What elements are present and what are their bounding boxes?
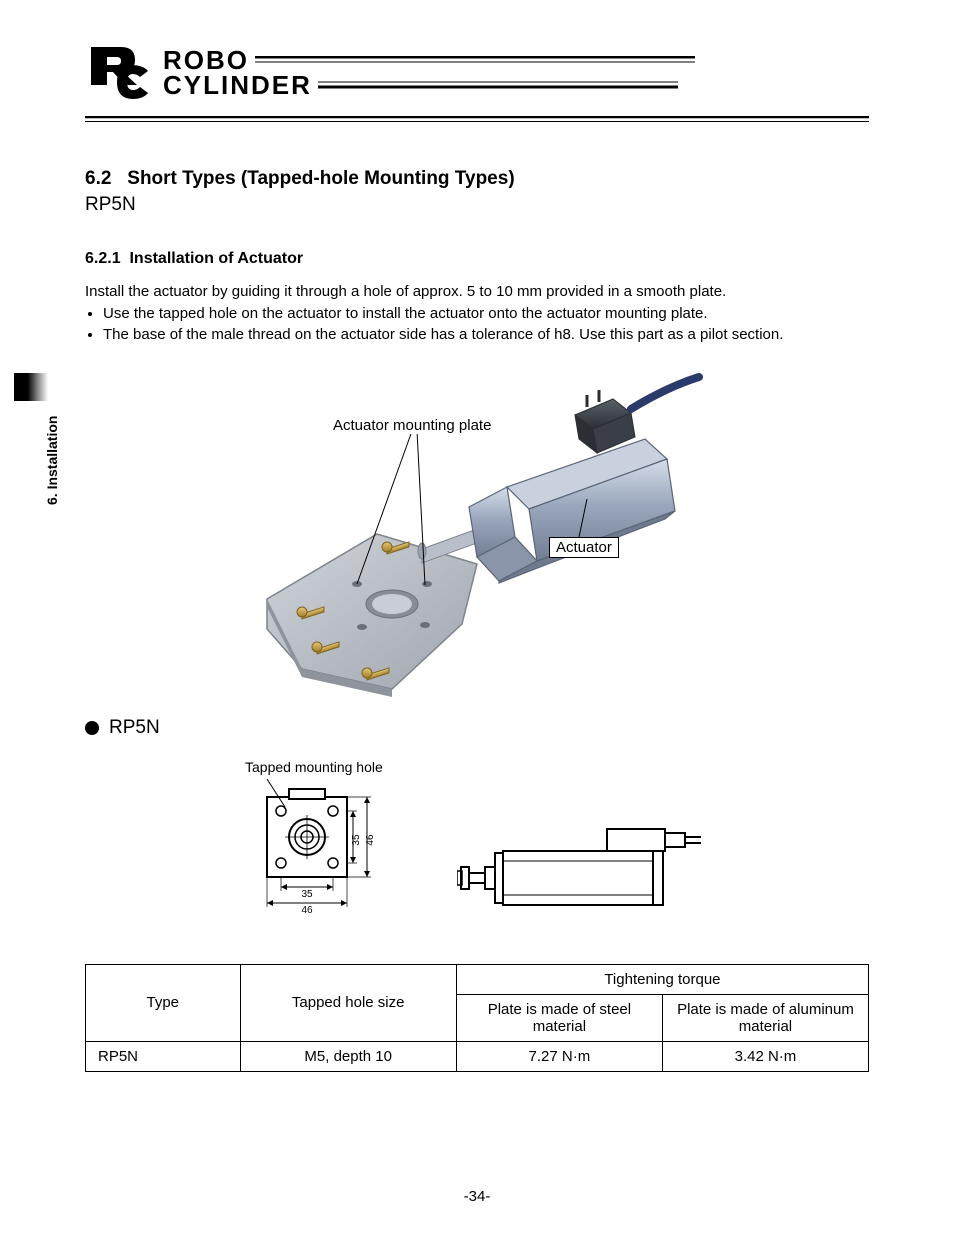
model-bullet-heading: RP5N <box>85 717 869 739</box>
col-torque-alu-header: Plate is made of aluminum material <box>662 994 868 1041</box>
svg-text:46: 46 <box>365 834 376 846</box>
cell-type: RP5N <box>86 1041 241 1071</box>
instruction-item: The base of the male thread on the actua… <box>103 325 869 345</box>
side-tab-label: 6. Installation <box>44 416 60 505</box>
front-view-drawing: Tapped mounting hole <box>237 759 397 934</box>
header-double-rule-top-icon <box>255 51 695 69</box>
table-header-row: Type Tapped hole size Tightening torque <box>86 964 869 994</box>
side-view-icon <box>457 819 717 929</box>
intro-paragraph: Install the actuator by guiding it throu… <box>85 282 869 302</box>
brand-word-1: ROBO <box>163 48 249 73</box>
cell-torque-alu: 3.42 N·m <box>662 1041 868 1071</box>
brand-header: ROBO CYLINDER <box>85 45 869 100</box>
isometric-figure: Actuator mounting plate Actuator <box>247 369 707 709</box>
instruction-list: Use the tapped hole on the actuator to i… <box>85 304 869 345</box>
cell-tapped: M5, depth 10 <box>240 1041 456 1071</box>
section-heading: 6.2 Short Types (Tapped-hole Mounting Ty… <box>85 168 869 190</box>
col-type-header: Type <box>86 964 241 1041</box>
subsection-number: 6.2.1 <box>85 250 121 267</box>
table-row: RP5N M5, depth 10 7.27 N·m 3.42 N·m <box>86 1041 869 1071</box>
header-double-rule-bottom-icon <box>318 76 678 94</box>
orthographic-drawings: Tapped mounting hole <box>85 759 869 934</box>
side-tab-gradient-icon <box>14 373 48 401</box>
subsection-heading: 6.2.1 Installation of Actuator <box>85 250 869 268</box>
section-title: Short Types (Tapped-hole Mounting Types) <box>127 168 514 189</box>
cell-torque-steel: 7.27 N·m <box>456 1041 662 1071</box>
bullet-icon <box>85 721 99 735</box>
col-torque-steel-header: Plate is made of steel material <box>456 994 662 1041</box>
section-number: 6.2 <box>85 168 111 189</box>
callout-mounting-plate: Actuator mounting plate <box>333 417 491 434</box>
svg-text:35: 35 <box>301 889 313 900</box>
spec-table: Type Tapped hole size Tightening torque … <box>85 964 869 1072</box>
section-model: RP5N <box>85 194 869 216</box>
instruction-item: Use the tapped hole on the actuator to i… <box>103 304 869 324</box>
brand-logo-icon <box>85 45 155 100</box>
header-full-rule-icon <box>85 110 869 128</box>
tapped-hole-label: Tapped mounting hole <box>245 759 397 775</box>
brand-logo-text: ROBO CYLINDER <box>163 48 695 97</box>
subsection-title: Installation of Actuator <box>129 250 303 267</box>
col-torque-header: Tightening torque <box>456 964 868 994</box>
front-view-icon: 35 46 35 46 <box>237 779 397 929</box>
callout-actuator: Actuator <box>549 537 619 558</box>
brand-word-2: CYLINDER <box>163 73 312 98</box>
side-view-drawing <box>457 819 717 934</box>
svg-text:46: 46 <box>301 905 313 916</box>
chapter-side-tab: 6. Installation <box>0 405 56 515</box>
svg-text:35: 35 <box>351 834 362 846</box>
model-bullet-label: RP5N <box>109 717 160 739</box>
page-number: -34- <box>0 1188 954 1205</box>
col-tapped-header: Tapped hole size <box>240 964 456 1041</box>
